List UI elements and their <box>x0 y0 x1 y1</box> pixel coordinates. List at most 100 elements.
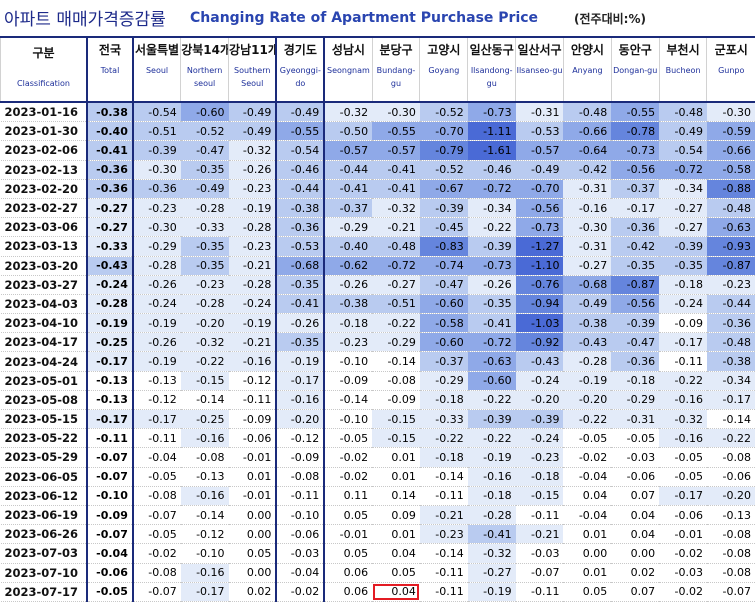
value-cell: -0.62 <box>324 256 372 275</box>
value-cell: -0.22 <box>372 314 420 333</box>
value-cell: -0.32 <box>372 198 420 217</box>
value-cell: -0.68 <box>276 256 324 275</box>
value-cell: -0.19 <box>229 198 277 217</box>
value-cell: -0.14 <box>181 505 229 524</box>
value-cell: -0.22 <box>420 429 468 448</box>
value-cell: -0.44 <box>324 160 372 179</box>
value-cell: -0.47 <box>420 275 468 294</box>
value-cell: -0.43 <box>87 256 133 275</box>
value-cell: -0.07 <box>133 505 181 524</box>
column-header-korean: 동안구 <box>612 41 659 58</box>
value-cell: -0.38 <box>324 294 372 313</box>
value-cell: -0.20 <box>563 390 611 409</box>
value-cell: 0.07 <box>611 582 659 601</box>
value-cell: -0.02 <box>563 448 611 467</box>
value-cell: -0.43 <box>516 352 564 371</box>
value-cell: -0.21 <box>372 218 420 237</box>
value-cell: -0.52 <box>420 160 468 179</box>
value-cell: -0.06 <box>276 525 324 544</box>
value-cell: 0.00 <box>563 544 611 563</box>
value-cell: -0.08 <box>372 371 420 390</box>
value-cell: -0.17 <box>659 486 707 505</box>
value-cell: -0.58 <box>707 160 755 179</box>
value-cell: -0.29 <box>133 237 181 256</box>
value-cell: 0.06 <box>324 563 372 582</box>
value-cell: -0.25 <box>181 410 229 429</box>
value-cell: -0.04 <box>133 448 181 467</box>
value-cell: -0.48 <box>707 198 755 217</box>
value-cell: 0.05 <box>372 563 420 582</box>
value-cell: -0.31 <box>563 179 611 198</box>
value-cell: -0.26 <box>324 275 372 294</box>
value-cell: 0.00 <box>229 505 277 524</box>
value-cell: -0.39 <box>516 410 564 429</box>
value-cell: 0.01 <box>372 448 420 467</box>
value-cell: -0.24 <box>87 275 133 294</box>
value-cell: -0.55 <box>276 122 324 141</box>
value-cell: -0.36 <box>611 218 659 237</box>
value-cell: -0.08 <box>181 448 229 467</box>
value-cell: -1.03 <box>516 314 564 333</box>
date-cell: 2023-04-10 <box>1 314 88 333</box>
unit-label: (전주대비:%) <box>574 10 646 27</box>
value-cell: -0.27 <box>372 275 420 294</box>
value-cell: -0.39 <box>133 141 181 160</box>
column-header-korean: 부천시 <box>660 41 707 58</box>
value-cell: -0.38 <box>707 352 755 371</box>
value-cell: -1.27 <box>516 237 564 256</box>
value-cell: -0.03 <box>516 544 564 563</box>
value-cell: 0.01 <box>229 467 277 486</box>
value-cell: -0.07 <box>87 525 133 544</box>
value-cell: -0.22 <box>468 429 516 448</box>
date-cell: 2023-07-10 <box>1 563 88 582</box>
value-cell: -0.36 <box>87 179 133 198</box>
value-cell: -1.11 <box>468 122 516 141</box>
value-cell: -0.92 <box>516 333 564 352</box>
value-cell: 0.02 <box>611 563 659 582</box>
value-cell: -0.72 <box>659 160 707 179</box>
table-row: 2023-05-15-0.17-0.17-0.25-0.09-0.20-0.10… <box>1 410 755 429</box>
value-cell: -0.12 <box>181 525 229 544</box>
value-cell: -0.24 <box>516 371 564 390</box>
value-cell: -0.24 <box>659 294 707 313</box>
value-cell: -0.11 <box>420 563 468 582</box>
value-cell: -0.73 <box>468 102 516 122</box>
value-cell: -0.15 <box>181 371 229 390</box>
value-cell: 0.05 <box>324 505 372 524</box>
value-cell: -0.03 <box>276 544 324 563</box>
date-cell: 2023-06-05 <box>1 467 88 486</box>
value-cell: -0.48 <box>372 237 420 256</box>
value-cell: -0.16 <box>229 352 277 371</box>
value-cell: -0.44 <box>707 294 755 313</box>
value-cell: -0.18 <box>420 448 468 467</box>
value-cell: -0.13 <box>87 371 133 390</box>
value-cell: -0.29 <box>324 218 372 237</box>
value-cell: -0.42 <box>611 237 659 256</box>
value-cell: -0.34 <box>468 198 516 217</box>
value-cell: -0.55 <box>611 102 659 122</box>
column-header-english: Ilsanseo-gu <box>516 64 563 77</box>
table-row: 2023-03-06-0.27-0.30-0.33-0.28-0.36-0.29… <box>1 218 755 237</box>
value-cell: -0.08 <box>276 467 324 486</box>
date-cell: 2023-02-20 <box>1 179 88 198</box>
value-cell: -0.60 <box>420 294 468 313</box>
value-cell: -0.51 <box>372 294 420 313</box>
value-cell: -0.04 <box>563 467 611 486</box>
value-cell: -0.64 <box>563 141 611 160</box>
value-cell: -0.63 <box>468 352 516 371</box>
value-cell: -0.19 <box>133 352 181 371</box>
column-header-korean: 강북14개 <box>181 41 228 58</box>
date-cell: 2023-07-17 <box>1 582 88 601</box>
value-cell: -0.72 <box>468 179 516 198</box>
value-cell: -0.49 <box>659 122 707 141</box>
value-cell: -0.05 <box>133 525 181 544</box>
value-cell: -0.05 <box>611 429 659 448</box>
value-cell: -0.08 <box>707 544 755 563</box>
value-cell: -0.22 <box>563 410 611 429</box>
value-cell: -0.11 <box>420 486 468 505</box>
value-cell: -0.49 <box>516 160 564 179</box>
